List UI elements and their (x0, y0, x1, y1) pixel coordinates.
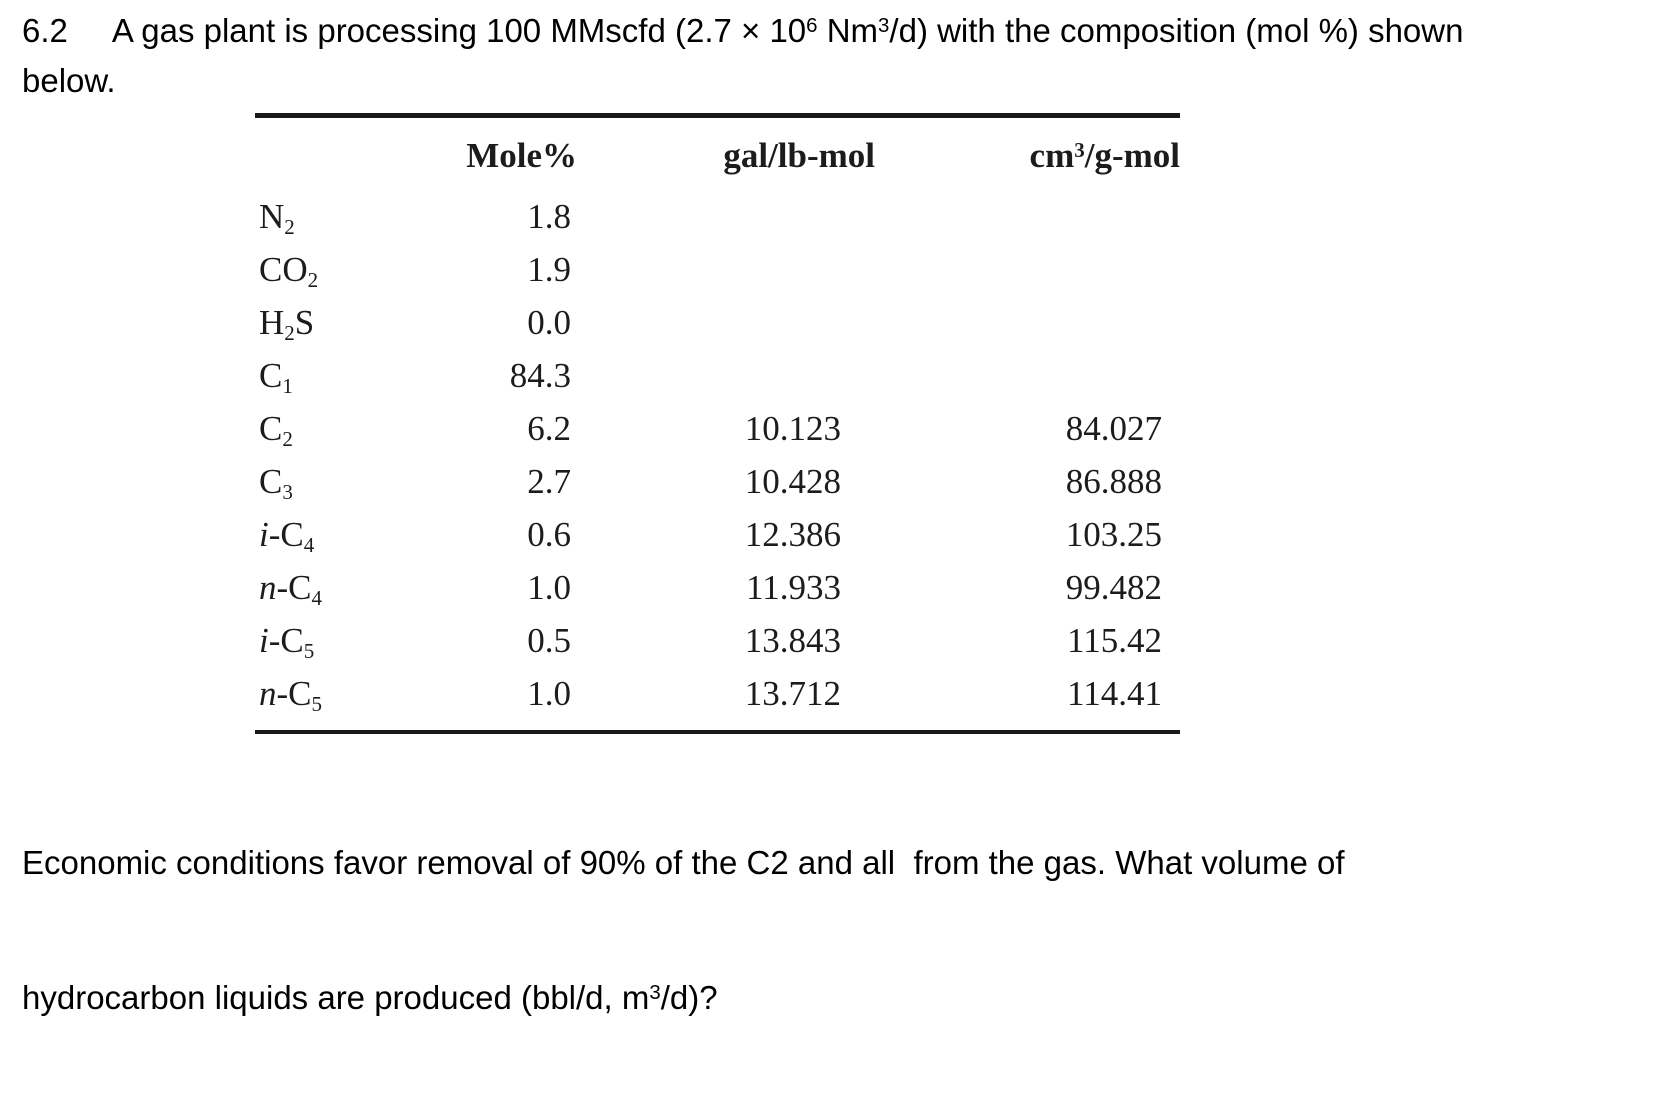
species-cell: C3 (255, 461, 465, 504)
col-header-cm3: cm3/g-mol (875, 136, 1180, 176)
species-cell: n-C4 (255, 567, 465, 610)
species-symbol: C (259, 461, 283, 501)
species-cell: C1 (255, 355, 465, 398)
species-subscript: 4 (311, 585, 323, 610)
species-suffix: S (294, 302, 315, 342)
table-row: C1 84.3 (255, 349, 1180, 402)
table-row: n-C5 1.0 13.712 114.41 (255, 667, 1180, 720)
mole-cell: 1.8 (527, 196, 571, 236)
gal-cell: 13.712 (744, 673, 841, 713)
problem-intro-line1: A gas plant is processing 100 MMscfd (2.… (112, 12, 1464, 49)
problem-statement: 6.2 A gas plant is processing 100 MMscfd … (22, 8, 1644, 103)
species-cell: H2S (255, 302, 465, 345)
species-symbol: -C (268, 514, 304, 554)
species-symbol: -C (268, 620, 304, 660)
table-row: H2S 0.0 (255, 296, 1180, 349)
col-header-mole: Mole% (466, 136, 577, 175)
composition-table: Mole% gal/lb-mol cm3/g-mol N2 1.8 CO2 1.9 H2… (255, 113, 1180, 734)
species-subscript: 5 (303, 638, 315, 663)
mole-cell: 0.6 (527, 514, 571, 554)
question-text: Economic conditions favor removal of 90%… (22, 750, 1644, 1115)
table-body: N2 1.8 CO2 1.9 H2S 0.0 C1 84.3 C2 6.2 10.123 84.027… (255, 190, 1180, 720)
species-prefix-italic: n (259, 673, 277, 713)
table-row: i-C5 0.5 13.843 115.42 (255, 614, 1180, 667)
cm3-cell: 99.482 (1065, 567, 1162, 607)
cm3-cell: 86.888 (1065, 461, 1162, 501)
table-row: C2 6.2 10.123 84.027 (255, 402, 1180, 455)
gal-cell: 10.123 (744, 408, 841, 448)
species-cell: N2 (255, 196, 465, 239)
species-symbol: N (259, 196, 285, 236)
table-row: CO2 1.9 (255, 243, 1180, 296)
species-prefix-italic: i (259, 620, 269, 660)
problem-number: 6.2 (22, 12, 68, 49)
cm3-cell: 103.25 (1065, 514, 1162, 554)
text-segment: Nm (817, 12, 879, 49)
text-segment: /d) with the composition (mol %) shown (889, 12, 1464, 49)
species-symbol: C (259, 355, 283, 395)
cm3-cell: 84.027 (1065, 408, 1162, 448)
cm3-cell: 115.42 (1067, 620, 1162, 660)
question-line2: hydrocarbon liquids are produced (bbl/d,… (22, 975, 1644, 1025)
col-header-cm3-base: cm (1029, 136, 1075, 175)
table-header-row: Mole% gal/lb-mol cm3/g-mol (255, 118, 1180, 190)
species-subscript: 4 (303, 532, 315, 557)
species-subscript: 1 (282, 373, 293, 398)
species-subscript: 2 (307, 267, 319, 292)
species-subscript: 5 (311, 691, 323, 716)
species-subscript: 2 (284, 320, 295, 345)
gal-cell: 12.386 (744, 514, 841, 554)
superscript: 6 (806, 13, 818, 37)
cm3-cell: 114.41 (1067, 673, 1162, 713)
mole-cell: 1.0 (527, 673, 571, 713)
mole-cell: 0.5 (527, 620, 571, 660)
text-segment: /d)? (660, 979, 718, 1016)
species-symbol: -C (276, 567, 312, 607)
mole-cell: 84.3 (509, 355, 571, 395)
species-cell: i-C4 (255, 514, 465, 557)
species-cell: n-C5 (255, 673, 465, 716)
mole-cell: 2.7 (527, 461, 571, 501)
superscript: 3 (878, 13, 890, 37)
species-prefix-italic: i (259, 514, 269, 554)
species-cell: C2 (255, 408, 465, 451)
mole-cell: 0.0 (527, 302, 571, 342)
problem-intro-line2: below. (22, 62, 116, 99)
table-row: n-C4 1.0 11.933 99.482 (255, 561, 1180, 614)
species-cell: CO2 (255, 249, 465, 292)
gal-cell: 10.428 (744, 461, 841, 501)
gal-cell: 11.933 (746, 567, 841, 607)
species-symbol: CO (259, 249, 308, 289)
species-subscript: 2 (282, 426, 293, 451)
col-header-gal: gal/lb-mol (723, 136, 875, 175)
table-row: N2 1.8 (255, 190, 1180, 243)
question-line1: Economic conditions favor removal of 90%… (22, 844, 1345, 881)
col-header-species (255, 136, 465, 176)
mole-cell: 1.9 (527, 249, 571, 289)
col-header-cm3-rest: /g-mol (1084, 136, 1180, 175)
mole-cell: 6.2 (527, 408, 571, 448)
species-subscript: 2 (284, 214, 295, 239)
col-header-cm3-superscript: 3 (1074, 137, 1085, 162)
table-row: i-C4 0.6 12.386 103.25 (255, 508, 1180, 561)
table-row: C3 2.7 10.428 86.888 (255, 455, 1180, 508)
species-symbol: C (259, 408, 283, 448)
species-symbol: H (259, 302, 285, 342)
species-subscript: 3 (282, 479, 293, 504)
species-cell: i-C5 (255, 620, 465, 663)
species-prefix-italic: n (259, 567, 277, 607)
superscript: 3 (649, 980, 661, 1004)
mole-cell: 1.0 (527, 567, 571, 607)
species-symbol: -C (276, 673, 312, 713)
text-segment: hydrocarbon liquids are produced (bbl/d,… (22, 979, 650, 1016)
text-segment: A gas plant is processing 100 MMscfd (2.… (111, 12, 807, 49)
gal-cell: 13.843 (744, 620, 841, 660)
